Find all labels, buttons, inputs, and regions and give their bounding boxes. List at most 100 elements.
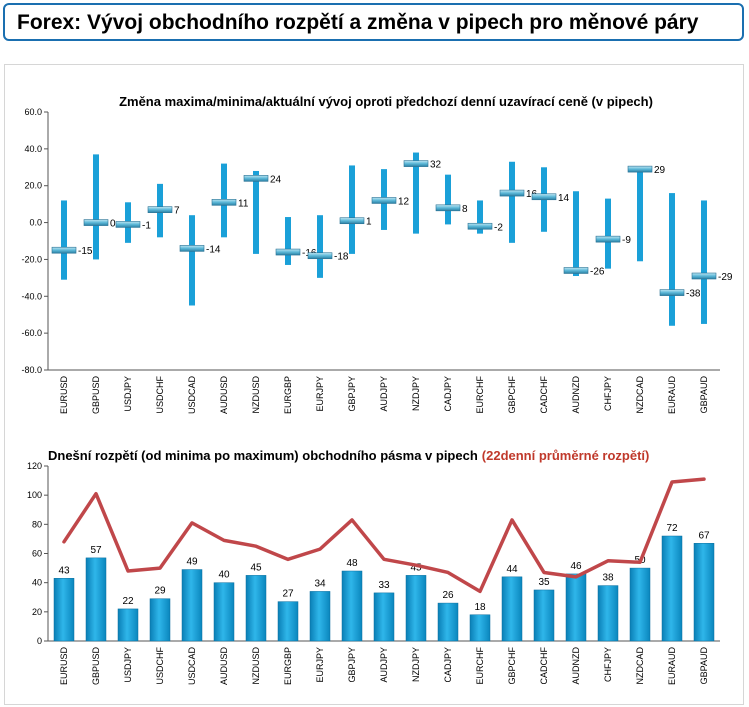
category-label: EURCHF [475, 646, 485, 684]
category-label: NZDCAD [635, 647, 645, 685]
current-label: -18 [334, 252, 349, 263]
current-label: -2 [494, 222, 503, 233]
range-bar [149, 598, 171, 642]
category-label: USDCHF [155, 375, 165, 413]
current-label: -15 [78, 246, 93, 257]
range-bar [469, 614, 491, 642]
current-label: -29 [718, 272, 733, 283]
range-bar [341, 570, 363, 642]
range-chart: 60.0 40.0 20.0 0.0 -20.0 -40.0 -60.0 -80.0 -15 EU… [21, 107, 732, 414]
range-bar [93, 154, 99, 260]
current-marker [243, 175, 269, 182]
y-tick-label: 120 [27, 461, 42, 471]
average-range-line [62, 477, 706, 594]
category-label: NZDCAD [635, 376, 645, 414]
bar-value-label: 34 [314, 578, 326, 589]
range-bar [501, 576, 523, 642]
page-title: Forex: Vývoj obchodního rozpětí a změna … [17, 11, 699, 34]
current-label: 14 [558, 193, 570, 204]
current-marker [307, 252, 333, 260]
range-bar [405, 575, 427, 642]
range-bar [189, 215, 195, 306]
current-label: 11 [238, 198, 249, 209]
category-label: EURGBP [283, 647, 293, 685]
bar-value-label: 49 [186, 557, 198, 568]
category-label: EURUSD [59, 647, 69, 686]
bar-value-label: 45 [410, 562, 422, 573]
y-tick-label: 80 [32, 519, 42, 529]
range-bar [637, 167, 643, 262]
range-bar [245, 575, 267, 642]
category-label: AUDJPY [379, 376, 389, 412]
category-label: GBPAUD [699, 647, 709, 685]
category-label: CADJPY [443, 376, 453, 412]
bar-value-label: 46 [570, 561, 582, 572]
range-bar [253, 170, 259, 254]
category-label: AUDNZD [571, 647, 581, 685]
bar-value-label: 57 [90, 545, 102, 556]
range-bar [509, 161, 515, 243]
y-tick-label: -20.0 [21, 254, 42, 264]
range-bar [373, 592, 395, 642]
range-bar [445, 174, 451, 225]
category-label: USDJPY [123, 376, 133, 412]
category-label: EURAUD [667, 376, 677, 415]
current-marker [531, 193, 557, 201]
y-tick-label: -60.0 [21, 328, 42, 338]
category-label: GBPAUD [699, 376, 709, 414]
bar-value-label: 44 [506, 564, 518, 575]
current-marker [211, 199, 237, 206]
current-marker [179, 245, 205, 252]
current-label: -26 [590, 266, 605, 277]
current-marker [659, 289, 685, 296]
category-label: EURJPY [315, 376, 325, 412]
bar-value-label: 22 [122, 596, 134, 607]
category-label: CADCHF [539, 646, 549, 684]
category-label: GBPCHF [507, 376, 517, 414]
current-label: -14 [206, 244, 221, 255]
range-bar [277, 601, 299, 642]
category-label: CHFJPY [603, 647, 613, 682]
bar-value-label: 72 [666, 523, 678, 534]
category-label: USDCAD [187, 376, 197, 415]
range-bar [437, 602, 459, 642]
category-label: GBPUSD [91, 376, 101, 415]
category-label: NZDUSD [251, 647, 261, 685]
current-label: 24 [270, 174, 282, 185]
range-bar [701, 200, 707, 324]
y-tick-label: 100 [27, 490, 42, 500]
range-bar [61, 200, 67, 280]
range-bar [213, 582, 235, 642]
bar-value-label: 27 [282, 589, 294, 600]
category-label: GBPJPY [347, 376, 357, 412]
range-bar [533, 589, 555, 642]
current-label: 8 [462, 204, 468, 215]
range-bar [693, 543, 715, 642]
bar-chart-title: Dnešní rozpětí (od minima po maximum) ob… [48, 448, 649, 463]
title-bar: Forex: Vývoj obchodního rozpětí a změna … [3, 3, 744, 41]
bar-value-label: 26 [442, 590, 454, 601]
range-bar [565, 573, 587, 642]
current-marker [147, 206, 173, 213]
category-label: NZDUSD [251, 376, 261, 414]
category-label: USDCHF [155, 646, 165, 684]
y-tick-label: 60 [32, 549, 42, 559]
range-bar [53, 578, 75, 642]
bar-value-label: 48 [346, 558, 358, 569]
current-label: 29 [654, 165, 666, 176]
range-bar [181, 569, 203, 642]
current-label: 7 [174, 206, 180, 217]
current-marker [51, 246, 77, 254]
bar-chart-title-main: Dnešní rozpětí (od minima po maximum) ob… [48, 448, 478, 463]
current-marker [595, 235, 621, 243]
current-marker [467, 222, 493, 230]
current-marker [403, 160, 429, 167]
range-bar [573, 191, 579, 277]
range-bar [597, 585, 619, 642]
bar-value-label: 38 [602, 573, 614, 584]
current-marker [691, 272, 717, 280]
category-label: EURGBP [283, 376, 293, 414]
category-label: USDJPY [123, 647, 133, 683]
current-label: 12 [398, 196, 410, 207]
